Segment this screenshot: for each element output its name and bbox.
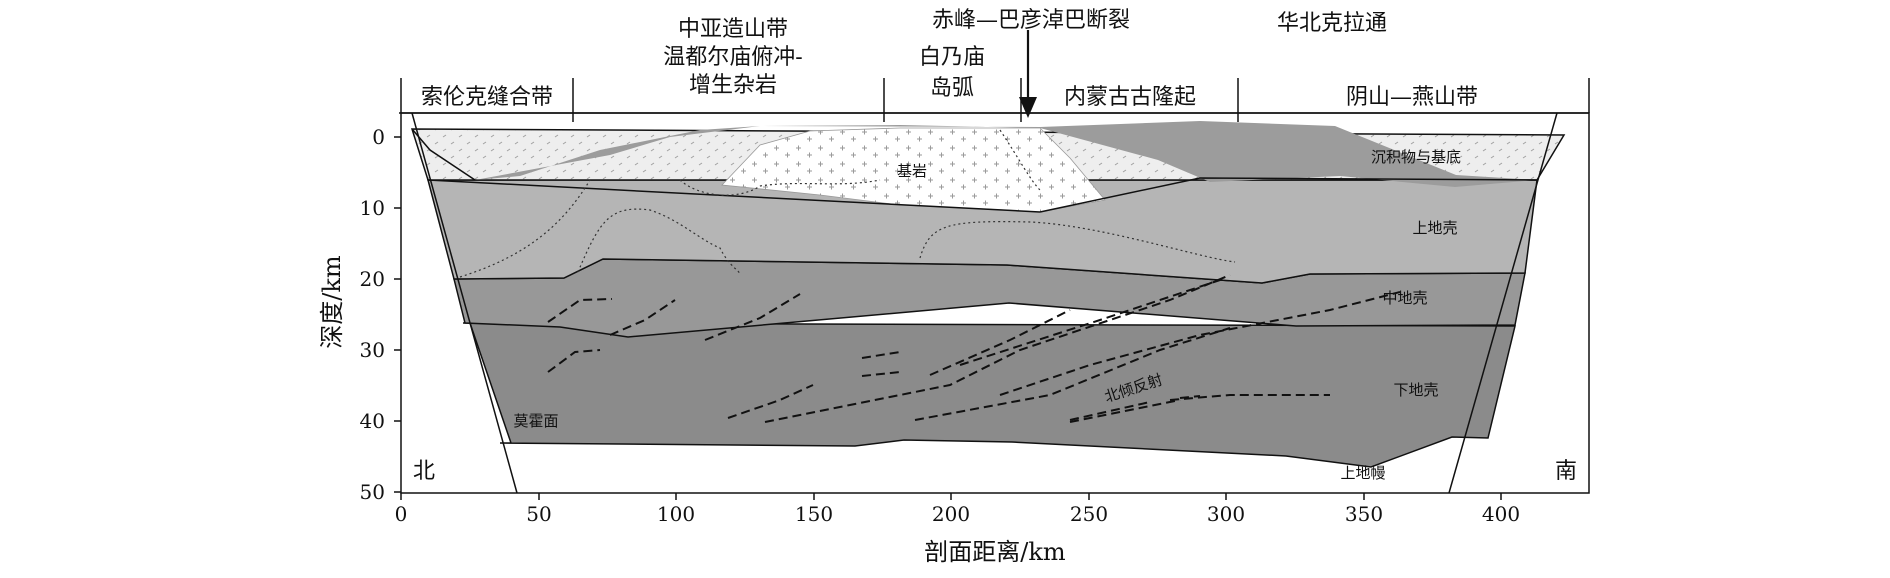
north-marker: 北: [413, 459, 435, 484]
x-tick-label: 400: [1482, 502, 1520, 526]
inner-mongolia-uplift-label: 内蒙古古隆起: [1064, 85, 1196, 110]
y-tick-label: 40: [360, 409, 385, 433]
lower-crust-layer: [462, 322, 1516, 468]
fault-arrow: [1019, 30, 1037, 118]
basement-wedge: [475, 121, 1537, 187]
solonker-suture-label: 索伦克缝合带: [421, 85, 553, 110]
y-tick-label: 10: [360, 196, 385, 220]
y-axis-title: 深度/km: [318, 255, 346, 349]
moho-label: 莫霍面: [513, 412, 558, 430]
y-tick-label: 20: [360, 267, 385, 291]
upper-mantle-area: [378, 444, 1528, 462]
bedrock-label: 基岩: [897, 162, 927, 180]
island-arc-label: 岛弧: [930, 76, 974, 101]
bainaimiao-label: 白乃庙: [919, 45, 985, 70]
x-tick-label: 250: [1070, 502, 1108, 526]
x-tick-label: 200: [932, 502, 970, 526]
x-tick-label: 350: [1345, 502, 1383, 526]
x-tick-label: 0: [395, 502, 408, 526]
x-tick-label: 100: [657, 502, 695, 526]
upper-crust-label: 上地壳: [1412, 219, 1457, 237]
x-tick-label: 300: [1207, 502, 1245, 526]
y-tick-label: 0: [372, 125, 385, 149]
y-tick-label: 30: [360, 338, 385, 362]
sediment-label: 沉积物与基底: [1371, 148, 1461, 166]
upper-crust-layer: [427, 179, 1538, 284]
x-tick-label: 50: [526, 502, 551, 526]
wendurmiao-label: 温都尔庙俯冲-: [663, 45, 802, 70]
x-axis-title: 剖面距离/km: [924, 538, 1066, 566]
y-tick-label: 50: [360, 480, 385, 504]
south-marker: 南: [1555, 459, 1577, 484]
middle-crust-label: 中地壳: [1382, 289, 1427, 307]
lower-crust-label: 下地壳: [1393, 381, 1438, 399]
north-china-craton-label: 华北克拉通: [1277, 11, 1387, 36]
upper-mantle-label: 上地幔: [1340, 464, 1385, 482]
central-asia-orogen-label: 中亚造山带: [678, 17, 788, 42]
yinshan-yanshan-belt-label: 阴山—燕山带: [1346, 85, 1478, 110]
x-tick-label: 150: [795, 502, 833, 526]
accretion-label: 增生杂岩: [689, 73, 777, 98]
chifeng-fault-label: 赤峰—巴彦淖巴断裂: [932, 8, 1130, 33]
